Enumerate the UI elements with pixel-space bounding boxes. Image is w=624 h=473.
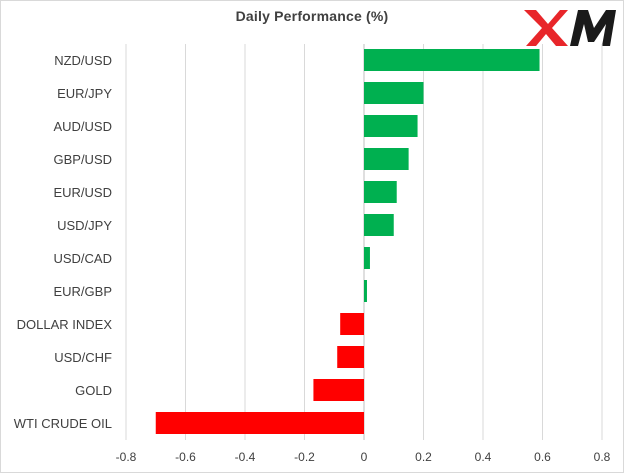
x-tick-label: -0.8 <box>116 450 137 464</box>
category-label: USD/CHF <box>54 350 112 365</box>
x-tick-label: 0.4 <box>475 450 492 464</box>
category-label: AUD/USD <box>53 119 112 134</box>
bar-gbp-usd <box>364 148 409 170</box>
category-label: EUR/USD <box>53 185 112 200</box>
bar-usd-cad <box>364 247 370 269</box>
bar-wti-crude-oil <box>155 412 364 434</box>
bar-nzd-usd <box>364 49 540 71</box>
category-label: NZD/USD <box>54 53 112 68</box>
x-tick-label: 0 <box>361 450 368 464</box>
grid-lines <box>125 44 603 440</box>
category-label: EUR/GBP <box>53 284 112 299</box>
category-label: USD/CAD <box>53 251 112 266</box>
bar-aud-usd <box>364 115 418 137</box>
x-tick-label: -0.6 <box>175 450 196 464</box>
xm-logo-m-mark <box>570 10 616 46</box>
bar-usd-jpy <box>364 214 394 236</box>
x-tick-label: -0.4 <box>235 450 256 464</box>
category-labels: NZD/USD EUR/JPY AUD/USD GBP/USD EUR/USD USD/J… <box>14 53 113 431</box>
bar-gold <box>313 379 364 401</box>
category-label: USD/JPY <box>57 218 112 233</box>
bar-usd-chf <box>337 346 364 368</box>
category-label: GOLD <box>75 383 112 398</box>
bar-dollar-index <box>340 313 364 335</box>
x-tick-label: 0.2 <box>415 450 432 464</box>
x-tick-label: 0.8 <box>594 450 611 464</box>
category-label: EUR/JPY <box>57 86 112 101</box>
category-label: GBP/USD <box>53 152 112 167</box>
x-tick-labels: -0.8 -0.6 -0.4 -0.2 0 0.2 0.4 0.6 0.8 <box>116 450 611 464</box>
chart-title: Daily Performance (%) <box>235 8 389 24</box>
category-label: DOLLAR INDEX <box>17 317 113 332</box>
xm-logo <box>524 10 616 46</box>
x-tick-label: 0.6 <box>534 450 551 464</box>
bar-eur-usd <box>364 181 397 203</box>
x-tick-label: -0.2 <box>294 450 315 464</box>
bar-eur-jpy <box>364 82 424 104</box>
bars <box>155 49 540 434</box>
bar-eur-gbp <box>364 280 367 302</box>
category-label: WTI CRUDE OIL <box>14 416 112 431</box>
xm-logo-x-mark <box>524 10 568 46</box>
